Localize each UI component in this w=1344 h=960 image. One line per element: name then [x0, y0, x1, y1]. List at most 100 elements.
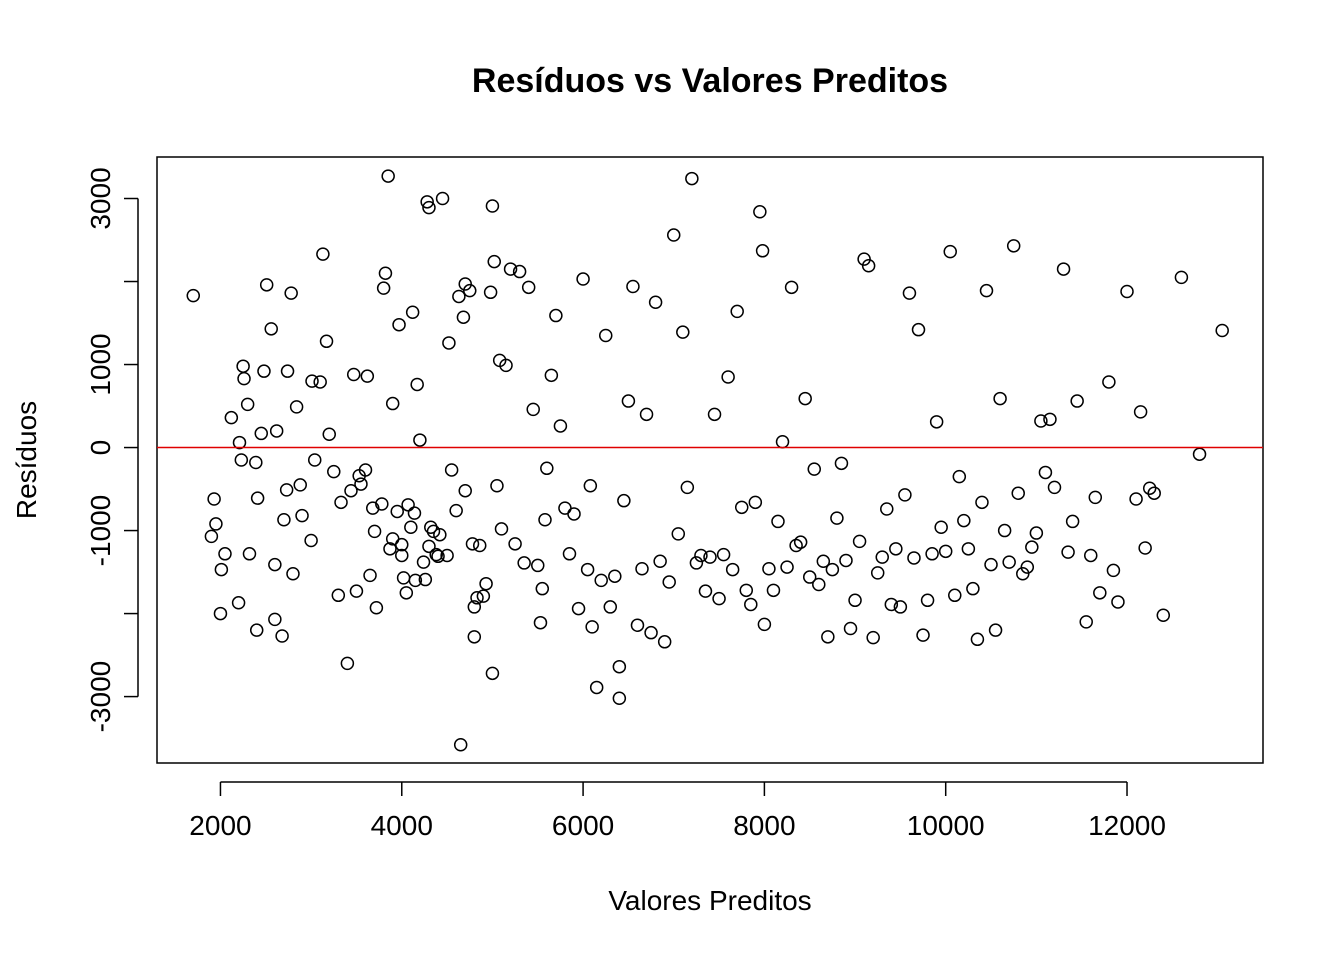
data-point [358, 463, 373, 477]
data-point [798, 391, 812, 406]
data-point [363, 568, 377, 583]
data-point [834, 456, 849, 471]
data-point [952, 469, 967, 484]
data-point [583, 478, 598, 493]
data-point [416, 555, 431, 569]
data-point [657, 635, 672, 649]
data-point [1006, 239, 1021, 253]
y-axis-label: Resíduos [11, 401, 42, 519]
y-tick-label: -3000 [85, 661, 116, 733]
data-point [812, 577, 826, 592]
data-point [254, 426, 269, 441]
data-point [880, 502, 894, 516]
data-point [961, 542, 976, 556]
y-tick-label: 3000 [85, 167, 116, 229]
data-point [304, 533, 318, 548]
data-point [463, 283, 477, 298]
data-point [207, 492, 221, 506]
data-point [898, 488, 912, 502]
data-point [925, 547, 939, 561]
data-point [766, 583, 781, 598]
data-point [485, 199, 500, 213]
y-tick-label: 0 [85, 440, 116, 456]
data-point [993, 391, 1007, 406]
data-point [558, 501, 572, 515]
data-point [830, 511, 844, 525]
data-point [889, 542, 903, 556]
data-point [744, 597, 758, 612]
data-point [1020, 560, 1035, 574]
data-point [259, 278, 274, 292]
data-point [567, 507, 581, 521]
data-point [452, 289, 466, 304]
data-point [344, 483, 358, 498]
data-point [232, 435, 247, 450]
data-point [401, 498, 415, 512]
data-point [487, 254, 501, 269]
data-point [531, 558, 545, 573]
data-point [467, 630, 482, 644]
data-point [426, 524, 441, 539]
data-point [648, 295, 663, 310]
data-point [378, 266, 393, 280]
data-point [938, 544, 953, 559]
x-tick-label: 10000 [907, 810, 985, 841]
x-axis-label: Valores Preditos [608, 885, 811, 916]
points-layer [186, 169, 1229, 752]
data-point [870, 566, 885, 580]
data-point [305, 374, 319, 388]
data-point [843, 621, 858, 636]
data-point [780, 560, 794, 574]
data-point [1147, 486, 1161, 500]
data-point [327, 464, 341, 479]
data-point [458, 277, 472, 291]
data-point [748, 495, 763, 510]
data-point [866, 630, 880, 645]
data-point [340, 656, 355, 671]
data-point [580, 562, 595, 577]
data-point [816, 554, 831, 569]
data-point [354, 477, 368, 491]
data-point [289, 400, 304, 414]
data-point [920, 593, 935, 608]
data-point [295, 508, 309, 523]
data-point [366, 501, 380, 515]
data-point [240, 397, 255, 412]
data-point [284, 286, 298, 300]
data-point [275, 629, 289, 643]
data-point [1215, 323, 1229, 338]
data-point [538, 513, 552, 527]
data-point [390, 504, 404, 519]
data-point [422, 200, 436, 215]
data-point [286, 566, 300, 581]
data-point [218, 547, 232, 561]
data-point [671, 527, 686, 541]
data-point [676, 325, 690, 339]
data-point [490, 478, 504, 493]
plot-frame [156, 156, 1264, 764]
data-point [902, 286, 917, 300]
data-point [1142, 481, 1157, 495]
x-tick-label: 6000 [552, 810, 614, 841]
data-point [1025, 540, 1039, 554]
data-point [494, 522, 509, 536]
data-point [334, 495, 348, 510]
data-point [1011, 486, 1025, 500]
data-point [821, 630, 835, 644]
data-point [242, 547, 257, 561]
data-point [237, 371, 251, 386]
data-point [762, 561, 776, 576]
chart-title: Resíduos vs Valores Preditos [472, 62, 948, 100]
y-tick-label: -1000 [85, 495, 116, 567]
data-point [721, 370, 735, 384]
data-point [1156, 608, 1171, 622]
data-point [984, 557, 998, 572]
data-point [839, 553, 853, 568]
data-point [1133, 405, 1148, 419]
data-point [234, 453, 249, 467]
data-point [644, 625, 658, 640]
data-point [562, 547, 577, 561]
data-point [852, 534, 867, 549]
data-point [444, 463, 459, 477]
data-point [544, 368, 559, 383]
